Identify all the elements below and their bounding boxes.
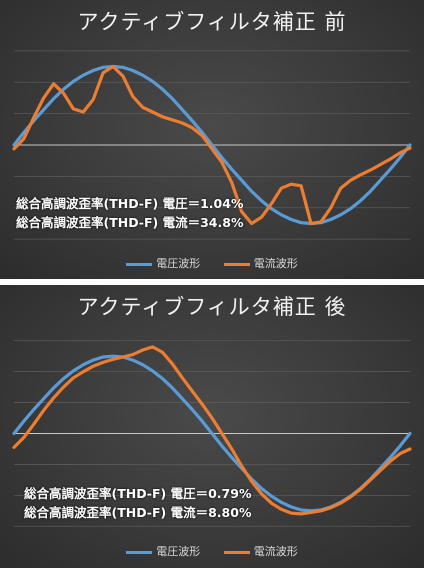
legend-item-current: 電流波形 [223, 543, 298, 559]
legend-label-current: 電流波形 [253, 257, 298, 270]
legend-label-voltage: 電圧波形 [156, 257, 201, 270]
chart-after-thd-box: 総合高調波歪率(THD-F) 電圧＝0.79% 総合高調波歪率(THD-F) 電… [24, 484, 251, 522]
legend-label-current: 電流波形 [253, 545, 298, 558]
legend-swatch-voltage [126, 550, 153, 554]
legend-swatch-current [223, 550, 250, 554]
chart-before-panel: アクティブフィルタ補正 前 総合高調波歪率(THD-F) 電圧＝1.04% 総合… [0, 0, 424, 279]
legend-swatch-voltage [126, 262, 153, 266]
chart-before-current-line [12, 64, 412, 226]
chart-after-thd-voltage: 総合高調波歪率(THD-F) 電圧＝0.79% [24, 486, 252, 501]
chart-after-title: アクティブフィルタ補正 後 [77, 295, 347, 319]
legend-item-current: 電流波形 [223, 255, 298, 271]
legend-item-voltage: 電圧波形 [126, 255, 200, 271]
legend-label-voltage: 電圧波形 [156, 545, 201, 558]
chart-before-thd-current: 総合高調波歪率(THD-F) 電流＝34.8% [16, 215, 244, 230]
legend-item-voltage: 電圧波形 [126, 543, 200, 559]
chart-before-thd-box: 総合高調波歪率(THD-F) 電圧＝1.04% 総合高調波歪率(THD-F) 電… [16, 194, 243, 232]
chart-before-plot [12, 50, 412, 240]
chart-before-legend: 電圧波形 電流波形 [0, 255, 424, 271]
chart-after-current-line [12, 345, 412, 516]
chart-before-title: アクティブフィルタ補正 前 [77, 10, 347, 34]
chart-before-thd-voltage: 総合高調波歪率(THD-F) 電圧＝1.04% [16, 196, 244, 211]
chart-after-panel: アクティブフィルタ補正 後 総合高調波歪率(THD-F) 電圧＝0.79% 総合… [0, 285, 424, 568]
chart-after-thd-current: 総合高調波歪率(THD-F) 電流＝8.80% [24, 505, 252, 520]
chart-after-legend: 電圧波形 電流波形 [0, 543, 424, 559]
chart-after-plot [12, 340, 412, 527]
chart-before-voltage-line [12, 64, 412, 226]
legend-swatch-current [223, 262, 250, 266]
